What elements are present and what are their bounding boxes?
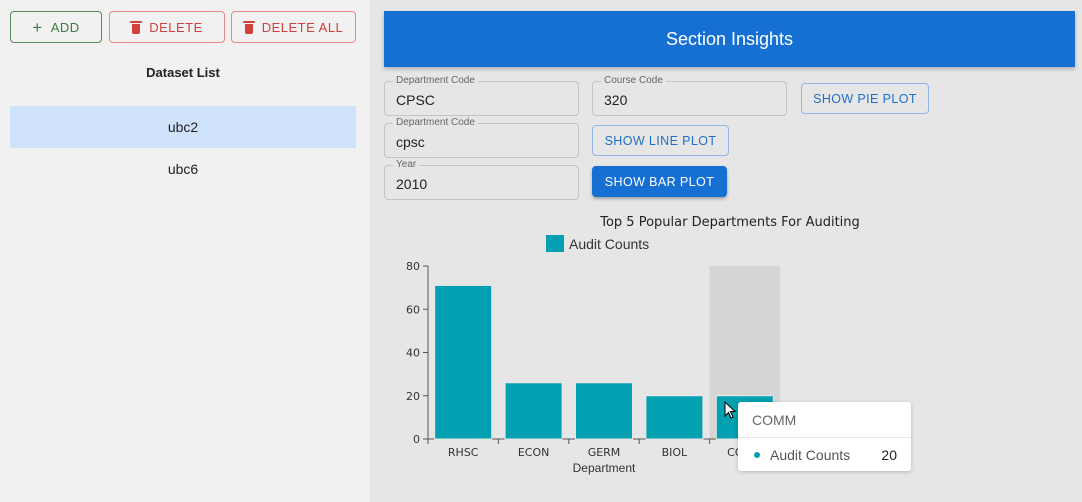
tooltip-series-name: Audit Counts [770,447,851,463]
plus-icon: + [32,17,43,37]
year-field[interactable]: Year 2010 [384,159,579,200]
legend-label: Audit Counts [569,235,650,252]
x-tick-label: BIOL [662,446,688,459]
field-value: CPSC [396,92,435,108]
field-label: Year [393,159,420,171]
mouse-cursor-icon [724,401,737,419]
add-button[interactable]: + ADD [10,11,102,43]
chart-tooltip: COMM Audit Counts 20 [738,402,911,471]
chart-legend[interactable]: Audit Counts [546,235,649,252]
page-title: Section Insights [384,11,1075,67]
bar[interactable] [504,382,563,440]
dataset-list-title: Dataset List [146,65,220,80]
delete-button[interactable]: DELETE [109,11,225,43]
delete-button-label: DELETE [149,19,203,35]
y-tick-label: 60 [406,303,420,316]
x-axis-label: Department [573,461,636,475]
x-tick-label: GERM [588,446,621,459]
department-code-field-2[interactable]: Department Code cpsc [384,117,579,158]
x-tick-label: ECON [518,446,550,459]
trash-icon [242,20,255,34]
field-value: 320 [604,92,628,108]
tooltip-divider [738,437,911,438]
trash-icon [130,20,143,34]
dataset-item[interactable]: ubc2 [10,106,356,148]
add-button-label: ADD [50,19,80,35]
delete-all-button[interactable]: DELETE ALL [231,11,356,43]
show-pie-plot-button[interactable]: SHOW PIE PLOT [801,83,929,114]
tooltip-series-dot [754,452,760,458]
field-value: cpsc [396,134,425,150]
field-label: Course Code [601,75,666,87]
chart-title: Top 5 Popular Departments For Auditing [600,215,860,230]
dataset-panel: + ADD DELETE DELETE ALL Dataset List ubc… [0,0,370,502]
tooltip-value: 20 [881,447,897,463]
field-label: Department Code [393,75,478,87]
dataset-item[interactable]: ubc6 [167,161,199,177]
show-line-plot-button[interactable]: SHOW LINE PLOT [592,125,729,156]
bar[interactable] [434,284,493,440]
field-label: Department Code [393,117,478,129]
department-code-field[interactable]: Department Code CPSC [384,75,579,116]
y-tick-label: 80 [406,260,420,273]
bar[interactable] [575,382,633,440]
field-value: 2010 [396,176,428,192]
delete-all-button-label: DELETE ALL [261,19,344,35]
course-code-field[interactable]: Course Code 320 [592,75,787,116]
x-tick-label: RHSC [448,446,479,459]
y-tick-label: 40 [406,347,420,360]
bar-chart[interactable]: 0 20 40 60 80 RHSC ECON GERM BIOL COMM Department [380,250,800,480]
show-bar-plot-button[interactable]: SHOW BAR PLOT [592,166,727,197]
tooltip-title: COMM [752,412,797,428]
y-tick-label: 0 [413,433,420,446]
y-tick-label: 20 [406,390,420,403]
legend-swatch [546,235,564,252]
bar[interactable] [645,395,704,440]
